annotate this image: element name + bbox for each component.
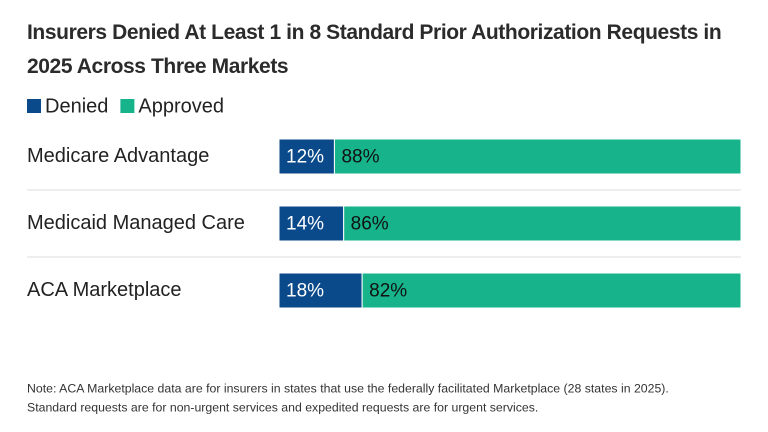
value-label: 18% [286,281,324,302]
bar-segment [361,272,742,309]
category-label: ACA Marketplace [27,279,182,301]
value-label: 12% [286,147,324,168]
chart-title: Insurers Denied At Least 1 in 8 Standard… [27,21,722,78]
bar-segment [333,138,742,175]
legend-swatch [120,99,135,113]
value-label: 82% [369,281,407,302]
bar-segment [278,205,345,242]
bar-segment [343,205,742,242]
value-label: 14% [286,214,324,235]
value-label: 86% [351,214,389,235]
category-label: Medicaid Managed Care [27,212,245,234]
note: Standard requests are for non-urgent ser… [27,400,538,414]
legend-label: Approved [138,95,224,117]
legend-swatch [27,99,41,113]
category-label: Medicare Advantage [27,145,209,167]
note: Note: ACA Marketplace data are for insur… [27,381,669,395]
legend-label: Denied [45,95,108,117]
bar-segment [278,138,335,175]
value-label: 88% [341,147,379,168]
